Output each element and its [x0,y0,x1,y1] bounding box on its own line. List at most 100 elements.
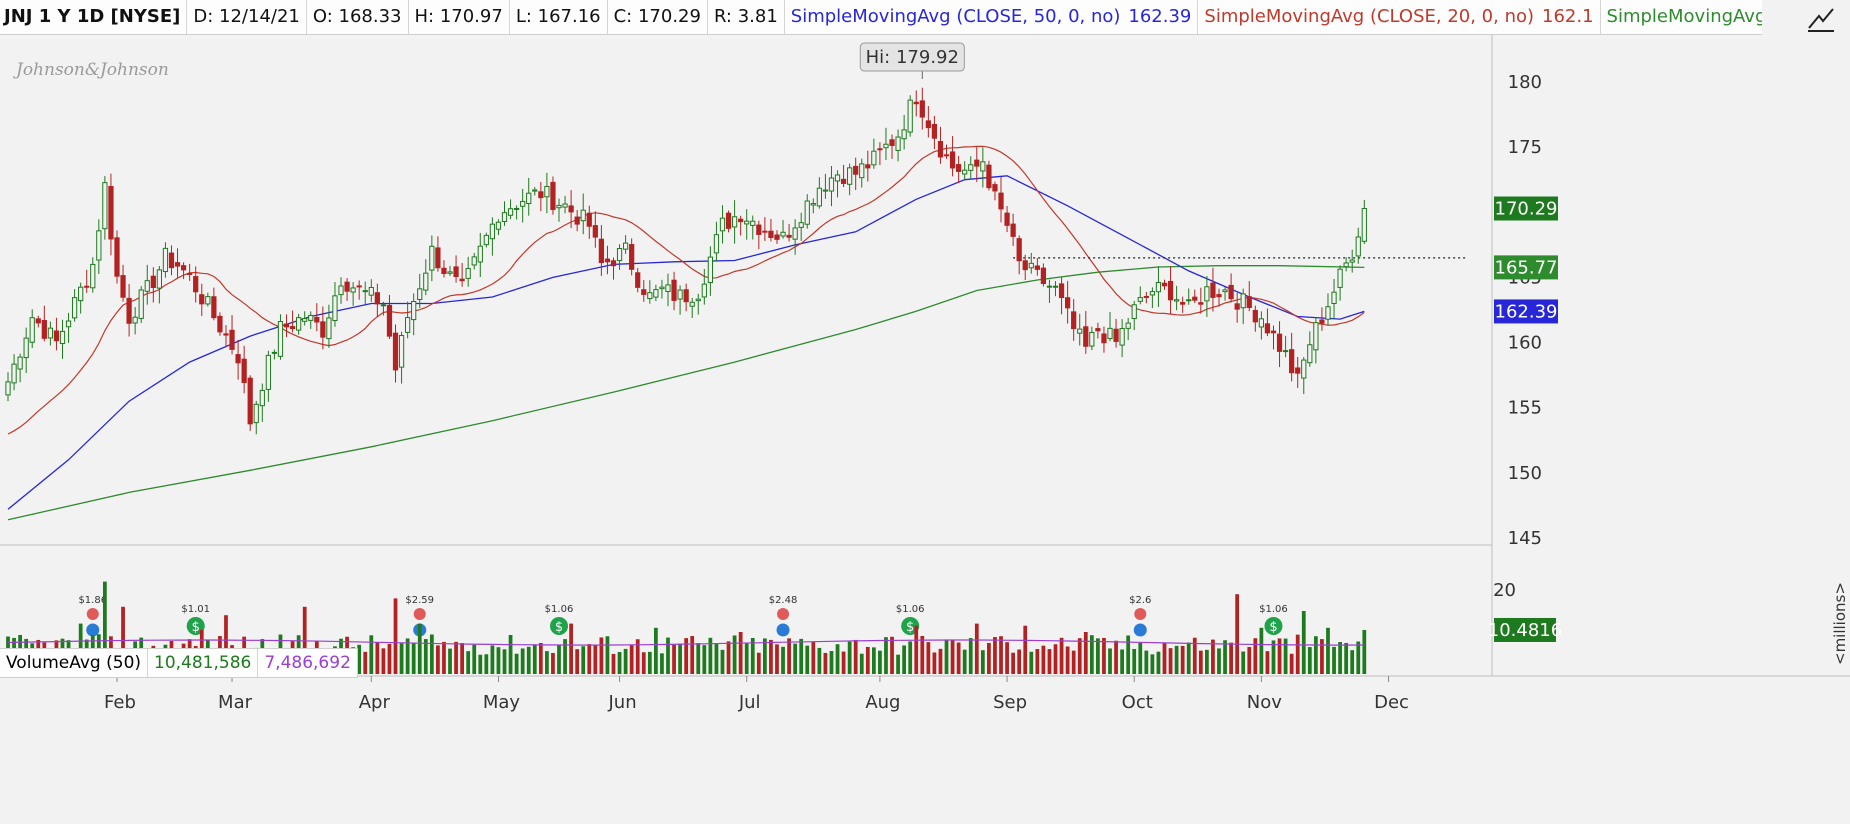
candle-body [1289,349,1295,374]
candle-body [308,314,314,321]
x-tick-label: May [483,692,521,713]
candle-body [925,120,931,129]
volume-bar [654,627,658,674]
sma200-study[interactable]: SimpleMovingAvg (CLOSE, 200, 0, no) [1601,0,1762,34]
dividend-dollar-glyph: $ [1269,620,1277,635]
candle-body [296,317,302,331]
earnings-marker-icon [86,608,99,620]
volume-bar [932,652,937,674]
event-value-label: $1.06 [1259,604,1288,615]
price-tick-label: 145 [1508,528,1542,549]
candle-body [526,192,532,205]
volume-bar [1223,640,1227,674]
candle-body [1028,262,1034,269]
volume-bar [224,615,228,674]
candle-body [592,225,598,238]
volume-bar [1174,645,1179,674]
volume-bar [980,650,985,674]
volume-bar [1180,645,1185,674]
candle-body [816,187,822,207]
candle-body [1125,322,1131,329]
volume-bar [1144,650,1149,674]
last-volume-badge [1494,617,1556,642]
candle-body [750,220,756,226]
candle-body [59,330,66,345]
volume-bar [1217,648,1221,674]
volume-bar [1253,638,1258,674]
candle-body [35,318,41,324]
candle-body [459,278,465,282]
candle-body [265,354,271,390]
volume-bar [1029,651,1034,674]
volume-bar [357,644,362,674]
volume-bar [1065,646,1070,674]
volume-bar [775,644,779,674]
candle-body [998,192,1004,210]
volume-bar [587,644,592,674]
volume-bar [526,646,531,674]
candle-body [707,256,713,284]
company-logo: Johnson&Johnson [16,60,169,80]
candle-body [1301,359,1307,379]
candle-body [108,185,114,240]
chart-header: JNJ 1 Y 1D [NYSE] D: 12/14/21 O: 168.33 … [0,0,1762,35]
volume-bar [381,648,386,674]
high-annotation-box [859,42,965,72]
volume-bar [1277,638,1282,674]
candle-body [205,296,211,305]
candle-body [11,363,17,384]
candle-body [1149,291,1156,296]
symbol-label[interactable]: JNJ 1 Y 1D [NYSE] [0,0,188,34]
candle-body [877,148,883,151]
dividend-dollar-glyph: $ [192,620,200,635]
candle-body [550,181,556,211]
volume-bar [1247,647,1252,674]
volume-bar [1132,648,1137,674]
volume-bar [1120,649,1124,674]
candle-body [586,212,592,227]
sma50-study[interactable]: SimpleMovingAvg (CLOSE, 50, 0, no) 162.39 [785,0,1199,34]
volume-bar [442,641,446,674]
volume-bar [1083,632,1088,674]
volume-bar [1350,650,1355,674]
candle-body [120,275,126,298]
price-tick-label: 160 [1508,333,1542,354]
price-tick-label: 180 [1508,72,1542,93]
event-value-label: $1.06 [896,604,925,615]
volume-bar [956,642,961,674]
volume-bar [629,644,634,674]
candle-body [901,129,907,140]
candle-body [386,304,393,337]
candle-body [1355,236,1361,257]
candle-body [604,258,611,263]
candle-body [647,292,653,300]
volume-bar [599,637,604,674]
volume-bar [817,647,822,674]
volume-bar [1295,634,1300,674]
candle-body [859,163,865,179]
volume-bar [950,640,955,674]
volume-bar [635,639,640,674]
candle-body [471,256,477,266]
volume-bar [411,643,416,674]
candle-body [235,354,241,364]
volume-bar [436,645,440,674]
candle-body [919,100,925,118]
candle-body [1107,327,1113,340]
earnings-info-icon [86,623,100,637]
candle-body [259,389,265,407]
candle-body [1258,318,1264,328]
candle-body [423,272,429,291]
volume-bar [1108,648,1112,674]
volume-bar [1229,642,1233,674]
volume-bar [563,639,567,674]
drawing-tool-icon[interactable] [1804,4,1838,34]
candle-body [653,289,659,298]
volume-bar [1192,637,1197,674]
candle-body [1016,238,1022,262]
volume-study-title[interactable]: VolumeAvg (50) [0,649,149,677]
sma20-study[interactable]: SimpleMovingAvg (CLOSE, 20, 0, no) 162.1 [1198,0,1601,34]
candle-body [102,182,108,230]
candle-body [1240,293,1246,309]
